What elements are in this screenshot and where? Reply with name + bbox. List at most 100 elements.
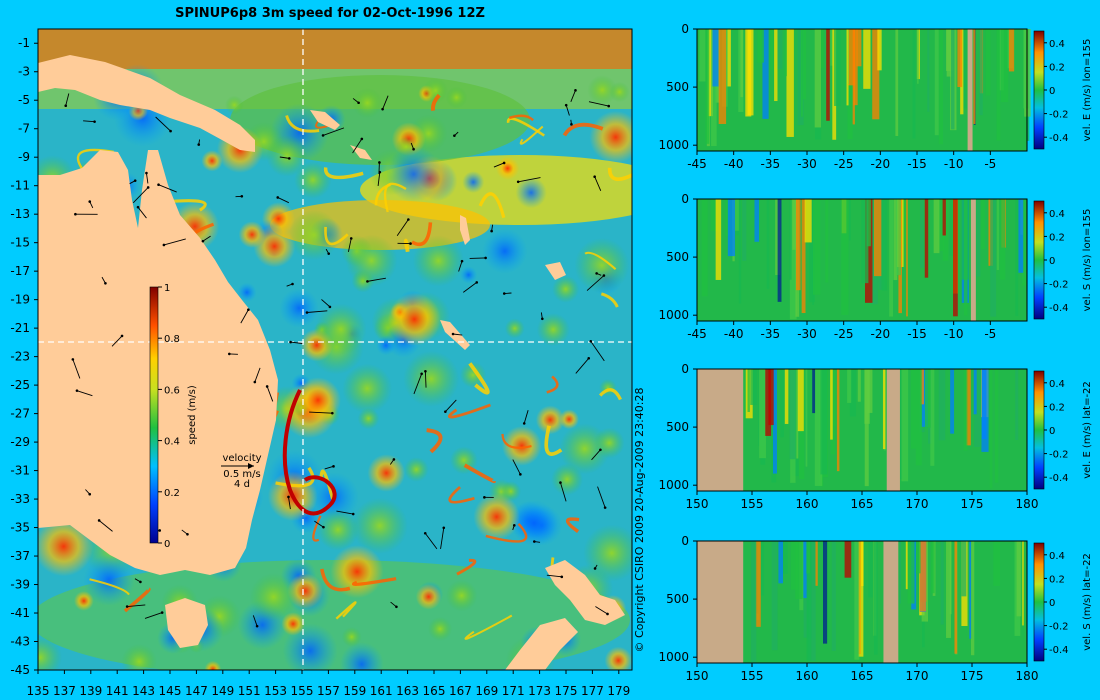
section-streak [915,369,922,466]
map-colorbar-label: speed (m/s) [187,385,198,445]
section-streak [711,29,717,147]
section-x-tick-label: -5 [984,157,996,171]
section-x-tick-label: 155 [741,497,764,511]
velocity-arrow [72,359,81,379]
velocity-arrow [322,127,345,136]
section-streak [715,199,722,280]
section-streak [903,199,907,245]
velocity-arrow [277,197,290,204]
map-field-filament [478,192,506,219]
section-streak [889,199,893,317]
map-field-filament [374,183,391,206]
map-land-new-zealand-south [505,618,578,670]
section-colorbar-tick-label: 0.2 [1049,574,1065,585]
map-y-tick-label: -3 [18,65,30,79]
section-colorbar-tick-label: -0.2 [1049,280,1069,291]
velocity-arrow-head [71,358,75,361]
section-streak [846,29,849,106]
map-land-vanuatu [460,215,470,245]
map-field-eddy [288,209,340,261]
section-streak [979,29,983,116]
map-y-tick-label: -25 [10,378,30,392]
velocity-arrow [518,177,541,183]
section-streak [930,369,935,466]
velocity-arrow [202,235,211,242]
section-streak [790,541,799,590]
map-field-filament [324,226,349,246]
velocity-arrow [377,172,381,187]
section-streak [712,29,719,87]
section-streak [765,369,772,436]
figure-title: SPINUP6p8 3m speed for 02-Oct-1996 12Z [175,6,485,21]
section-streak [797,29,804,126]
map-field-eddy [279,288,319,329]
section-streak [815,541,818,586]
velocity-arrow-head [407,218,410,221]
section-panels: -45 -40 -35 -30 -25 -20 -15 -10 -5 0 500 1000 0.4 0.2… [658,22,1093,683]
velocity-arrow [158,184,177,193]
velocity-arrow-head [133,179,137,182]
velocity-arrow [458,261,463,272]
section-streak [907,541,915,604]
section-streak [934,29,939,136]
map-field-filament [508,114,535,122]
section-streak [973,199,981,277]
map-field-eddy [501,426,542,466]
map-field-filament [565,517,580,533]
map-x-tick-label: 151 [238,684,261,698]
map-field-filament [448,403,491,419]
section-streak [820,369,828,475]
section-streak [745,29,752,117]
section-colorbar-tick-label: 0 [1049,86,1055,97]
section-streak [963,199,968,316]
section-streak [1022,199,1027,286]
section-land [697,541,744,663]
section-streak [726,29,731,87]
map-x-tick-label: 157 [317,684,340,698]
velocity-arrow [306,310,328,313]
velocity-arrow-head [97,519,101,522]
map-field-eddy [201,150,223,172]
section-streak [1016,541,1022,617]
map-land-tasmania [165,598,208,648]
velocity-arrow-head [349,237,353,240]
velocity-arrow-head [502,292,506,295]
section-land [697,369,744,491]
velocity-arrow-head [366,280,369,283]
velocity-arrow-head [88,492,92,496]
velocity-arrow [76,390,93,397]
section-x-tick-label: -15 [907,157,927,171]
velocity-key: velocity 0.5 m/s 4 d [221,453,262,490]
section-colorbar-tick-label: 0.2 [1049,62,1065,73]
section-streak [774,29,778,102]
velocity-arrow-head [305,311,309,314]
map-y-tick-label: -19 [10,293,30,307]
map-y-tick-label: -41 [10,606,30,620]
section-x-tick-label: 155 [741,669,764,683]
section-colorbar-tick-label: -0.4 [1049,645,1069,656]
section-streak [920,199,924,268]
map-field-eddy [249,573,298,621]
section-streak [920,369,924,405]
velocity-arrow-head [522,422,526,425]
map-field-eddy [473,493,520,541]
section-frame [696,198,1028,322]
map-y-tick-label: -7 [18,122,30,136]
velocity-arrow-head [157,183,160,186]
section-streak [742,199,747,261]
section-streak [981,369,989,452]
map-field-eddy [342,363,392,414]
map-field-filament [598,388,622,401]
speed-map-panel: 135 137 139 141 143 145 147 149 151 153 155 157 159 1… [10,28,633,698]
map-y-tick-label: -37 [10,549,30,563]
map-field-eddy [609,81,630,103]
section-streak [789,199,797,320]
map-field-filament [431,93,441,112]
velocity-arrow [127,604,146,607]
map-field-eddy [351,497,408,554]
section-colorbar-tick-label: 0.2 [1049,232,1065,243]
section-streak [946,541,952,638]
velocity-arrow-head [145,171,148,175]
section-streak [881,199,888,291]
